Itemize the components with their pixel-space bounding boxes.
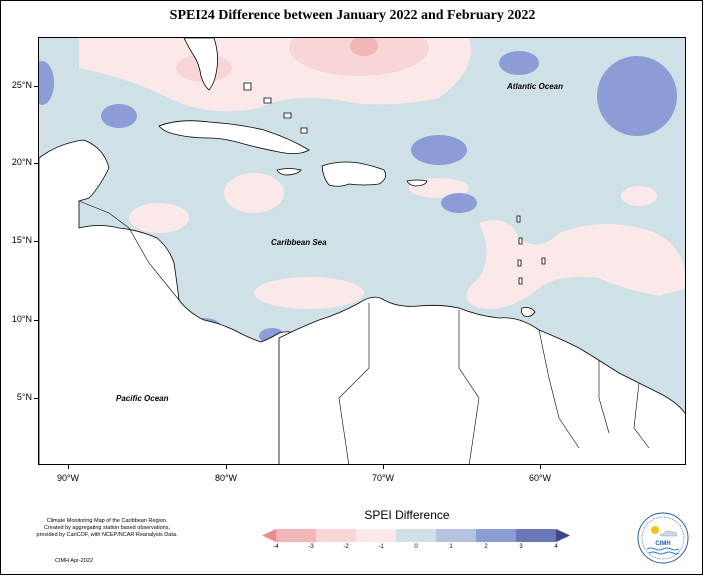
legend-swatch <box>476 529 516 542</box>
land-hispaniola <box>321 161 387 187</box>
map-title: SPEI24 Difference between January 2022 a… <box>169 8 536 23</box>
cimh-logo-icon: CIMH <box>637 512 689 564</box>
legend-colorbar <box>262 529 570 542</box>
label-pacific-ocean: Pacific Ocean <box>116 394 169 403</box>
legend-tick-label: -2 <box>343 544 349 550</box>
land-antilles-3 <box>517 259 522 267</box>
land-central-america <box>39 139 296 464</box>
x-tick-mark <box>383 465 384 469</box>
land-bahamas-4 <box>300 127 308 134</box>
x-tick-mark <box>68 465 69 469</box>
land-south-america <box>278 296 685 464</box>
legend-tick-label: 1 <box>449 544 453 550</box>
x-tick-mark <box>226 465 227 469</box>
anomaly-positive-peak <box>350 38 378 56</box>
anomaly-negative-gulf-west <box>39 61 54 105</box>
y-tick-10n: 10°N <box>11 314 32 324</box>
legend-swatch-min <box>262 529 276 542</box>
legend-swatch <box>276 529 316 542</box>
legend-tick-label: 4 <box>554 544 558 550</box>
anomaly-positive-honduras <box>129 203 189 233</box>
landmasses <box>39 38 685 464</box>
y-tick-mark <box>34 398 38 399</box>
label-atlantic-ocean: Atlantic Ocean <box>507 82 564 91</box>
y-tick-15n: 15°N <box>11 235 32 245</box>
y-tick-mark <box>34 163 38 164</box>
land-bahamas-1 <box>243 82 252 91</box>
y-tick-mark <box>34 86 38 87</box>
credit-line-3: provided by CariCOF, with NCEP/NCAR Rean… <box>36 532 178 538</box>
land-antilles-4 <box>518 277 523 285</box>
x-tick-60w: 60°W <box>528 473 552 483</box>
legend-swatch <box>316 529 356 542</box>
anomaly-positive-cuba-south <box>224 173 284 213</box>
border-4 <box>598 360 610 434</box>
x-tick-80w: 80°W <box>214 473 238 483</box>
land-antilles-5 <box>541 257 546 265</box>
credit-text: Climate Monitoring Map of the Caribbean … <box>12 518 202 539</box>
legend-swatch <box>436 529 476 542</box>
anomaly-positive-colombia <box>254 277 364 309</box>
land-antilles-1 <box>516 215 521 223</box>
legend-tick-label: -3 <box>308 544 314 550</box>
anomaly-negative-atlantic-west <box>499 51 539 75</box>
anomaly-negative-atlantic-mid <box>411 135 467 165</box>
map-canvas <box>39 38 685 464</box>
legend-title: SPEI Difference <box>364 508 450 522</box>
x-tick-70w: 70°W <box>371 473 395 483</box>
border-7 <box>78 200 130 229</box>
legend-swatch <box>396 529 436 542</box>
land-bahamas-2 <box>263 97 272 104</box>
land-florida <box>183 38 218 91</box>
legend-tick-label: 0 <box>414 544 418 550</box>
anomaly-positive-core <box>289 38 429 76</box>
borders <box>78 200 650 464</box>
anomaly-negative-hispaniola <box>441 193 477 213</box>
land-trinidad <box>520 307 536 317</box>
legend-tick-label: 3 <box>519 544 523 550</box>
land-jamaica <box>276 168 302 176</box>
anomaly-negative-bahamas <box>101 104 137 128</box>
credit-date: CIMH Apr-2022 <box>55 558 93 564</box>
credit-line-1: Climate Monitoring Map of the Caribbean … <box>46 518 168 524</box>
land-cuba <box>158 120 310 154</box>
land-bahamas-3 <box>283 112 292 119</box>
border-3 <box>538 329 580 449</box>
anomaly-positive-atlantic <box>621 186 657 206</box>
y-tick-mark <box>34 320 38 321</box>
border-5 <box>633 382 650 449</box>
x-tick-mark <box>540 465 541 469</box>
land-antilles-2 <box>518 237 523 245</box>
map-panel: Atlantic Ocean Caribbean Sea Pacific Oce… <box>38 37 686 465</box>
y-tick-20n: 20°N <box>11 157 32 167</box>
legend-tick-label: -4 <box>273 544 279 550</box>
label-caribbean-sea: Caribbean Sea <box>271 238 327 247</box>
legend-tick-label: 2 <box>484 544 488 550</box>
border-6 <box>128 227 180 301</box>
border-2 <box>458 310 480 464</box>
legend-tick-label: -1 <box>378 544 384 550</box>
y-tick-5n: 5°N <box>16 392 32 402</box>
anomaly-negative-atlantic-east <box>597 56 677 136</box>
border-1 <box>338 303 370 464</box>
x-tick-90w: 90°W <box>56 473 80 483</box>
y-tick-25n: 25°N <box>11 80 32 90</box>
legend-swatch <box>356 529 396 542</box>
land-puertorico <box>406 179 428 187</box>
legend-swatch-max <box>556 529 570 542</box>
y-tick-mark <box>34 241 38 242</box>
legend-swatch <box>516 529 556 542</box>
credit-line-2: Created by aggregating station based obs… <box>44 525 170 531</box>
logo-text: CIMH <box>655 541 670 547</box>
